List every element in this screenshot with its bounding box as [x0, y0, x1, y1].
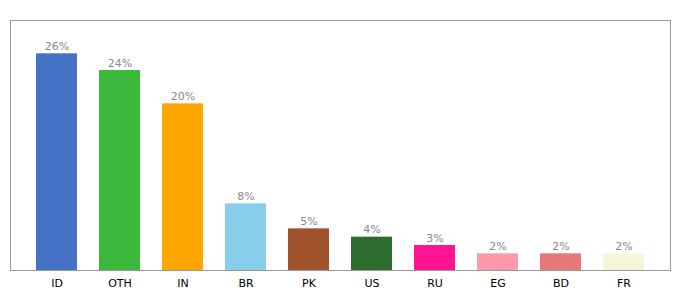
svg-text:EG: EG — [490, 277, 505, 290]
svg-text:20%: 20% — [171, 90, 195, 103]
svg-text:2%: 2% — [552, 240, 569, 253]
svg-text:FR: FR — [617, 277, 631, 290]
svg-text:PK: PK — [302, 277, 317, 290]
svg-text:IN: IN — [177, 277, 188, 290]
svg-text:OTH: OTH — [108, 277, 132, 290]
svg-text:26%: 26% — [45, 40, 69, 53]
svg-text:8%: 8% — [237, 190, 254, 203]
svg-text:2%: 2% — [615, 240, 632, 253]
svg-text:RU: RU — [427, 277, 443, 290]
svg-text:US: US — [364, 277, 379, 290]
svg-text:ID: ID — [51, 277, 63, 290]
svg-text:4%: 4% — [363, 223, 380, 236]
svg-text:5%: 5% — [300, 215, 317, 228]
svg-text:2%: 2% — [489, 240, 506, 253]
svg-text:BR: BR — [238, 277, 254, 290]
svg-text:BD: BD — [553, 277, 569, 290]
svg-text:3%: 3% — [426, 232, 443, 245]
svg-text:24%: 24% — [108, 57, 132, 70]
